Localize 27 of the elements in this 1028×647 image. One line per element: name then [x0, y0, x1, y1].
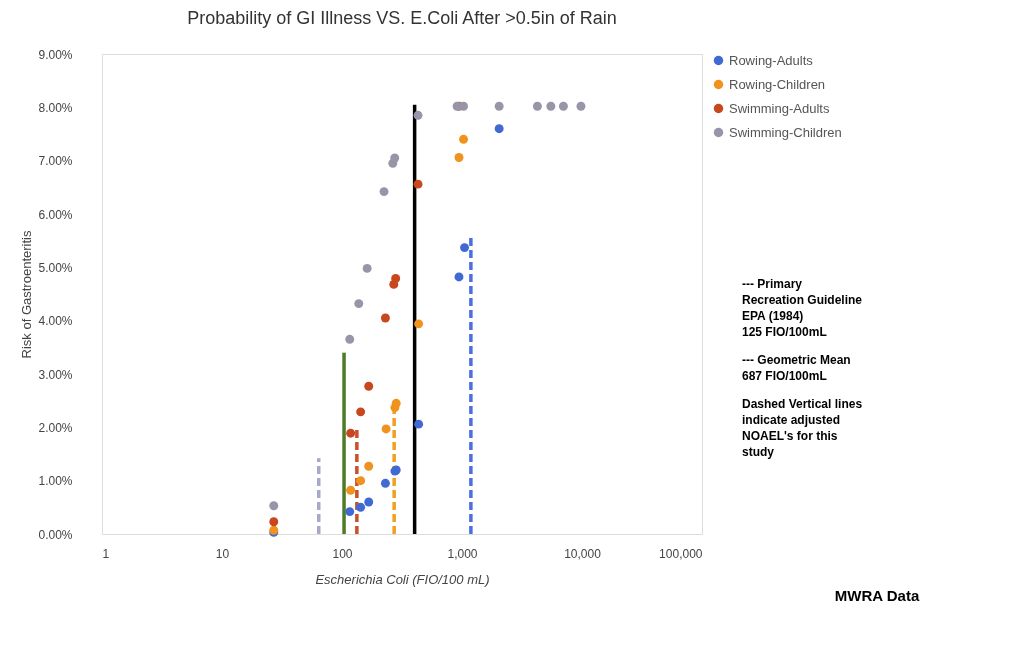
y-tick-label: 7.00%: [38, 154, 73, 169]
y-tick-label: 5.00%: [38, 260, 73, 275]
x-tick-label: 10,000: [564, 546, 602, 561]
y-tick-label: 3.00%: [38, 367, 73, 382]
x-tick-label: 1: [102, 546, 110, 561]
text: Dashed Vertical lines indicate adjusted NOAEL's for this study: [742, 397, 863, 459]
x-tick-label: 10: [215, 546, 230, 561]
chart-title: Probability of GI Illness VS. E.Coli After >0.5in of Rain: [187, 8, 617, 28]
x-tick-label: 100,000: [659, 546, 703, 561]
x-tick-label: 1,000: [447, 546, 478, 561]
text: --- Primary Recreation Guideline EPA (1984) 125 FIO/100mL: [742, 277, 863, 339]
y-tick-label: 4.00%: [38, 314, 73, 329]
y-tick-label: 0.00%: [38, 527, 73, 542]
text: MWRA Data: [834, 587, 920, 604]
legend-label: Rowing-Adults: [729, 52, 814, 68]
legend-label: Swimming-Children: [729, 124, 842, 140]
x-tick-label: 100: [332, 546, 353, 561]
y-tick-label: 9.00%: [38, 47, 73, 62]
x-axis-title: Escherichia Coli (FIO/100 mL): [315, 571, 490, 587]
y-tick-label: 2.00%: [38, 420, 73, 435]
y-tick-label: 6.00%: [38, 207, 73, 222]
legend-label: Swimming-Adults: [729, 100, 830, 116]
y-tick-label: 1.00%: [38, 474, 73, 489]
text: --- Geometric Mean 687 FIO/100mL: [742, 353, 851, 383]
legend-label: Rowing-Children: [729, 76, 826, 92]
y-tick-label: 8.00%: [38, 100, 73, 115]
y-axis-title: Risk of Gastroenteritis: [19, 230, 35, 359]
